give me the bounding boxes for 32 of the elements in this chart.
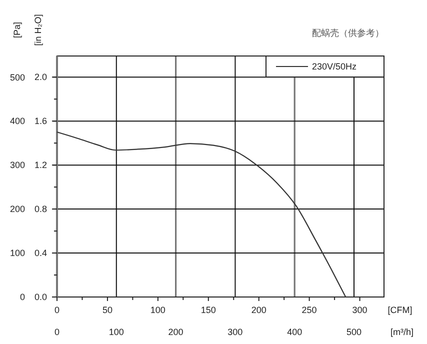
y2-tick-label: 1.2 bbox=[34, 160, 47, 170]
chart-title: 配蜗壳（供参考） bbox=[312, 28, 384, 38]
x-tick-label: 50 bbox=[102, 305, 112, 315]
x2-axis-title: [m³/h] bbox=[390, 327, 414, 337]
y2-tick-label: 0.0 bbox=[34, 292, 47, 302]
x-axis-title: [CFM] bbox=[388, 305, 412, 315]
y2-tick-label: 2.0 bbox=[34, 72, 47, 82]
y2-tick-label: 1.6 bbox=[34, 116, 47, 126]
y-tick-label: 0 bbox=[20, 292, 25, 302]
x-tick-label: 100 bbox=[150, 305, 166, 315]
y-tick-label: 500 bbox=[10, 72, 25, 82]
x2-tick-label: 300 bbox=[228, 327, 243, 337]
x2-tick-label: 100 bbox=[108, 327, 124, 337]
y-tick-label: 100 bbox=[10, 248, 25, 258]
y2-tick-label: 0.8 bbox=[34, 204, 47, 214]
x2-tick-label: 500 bbox=[346, 327, 362, 337]
x-tick-label: 250 bbox=[302, 305, 317, 315]
x-tick-label: 0 bbox=[54, 305, 60, 315]
x-tick-label: 150 bbox=[200, 305, 216, 315]
y2-axis-title: [in H₂O] bbox=[33, 14, 43, 46]
line-series bbox=[56, 132, 346, 298]
y-tick-label: 200 bbox=[10, 204, 25, 214]
y-axis-title: [Pa] bbox=[12, 22, 22, 38]
x-tick-label: 200 bbox=[251, 305, 266, 315]
y-tick-label: 400 bbox=[10, 116, 25, 126]
x2-tick-label: 200 bbox=[168, 327, 184, 337]
legend-label: 230V/50Hz bbox=[312, 62, 358, 72]
x-tick-label: 300 bbox=[352, 305, 368, 315]
x2-tick-label: 400 bbox=[287, 327, 302, 337]
x2-tick-label: 0 bbox=[54, 327, 60, 337]
y-tick-label: 300 bbox=[10, 160, 25, 170]
y2-tick-label: 0.4 bbox=[34, 248, 47, 258]
